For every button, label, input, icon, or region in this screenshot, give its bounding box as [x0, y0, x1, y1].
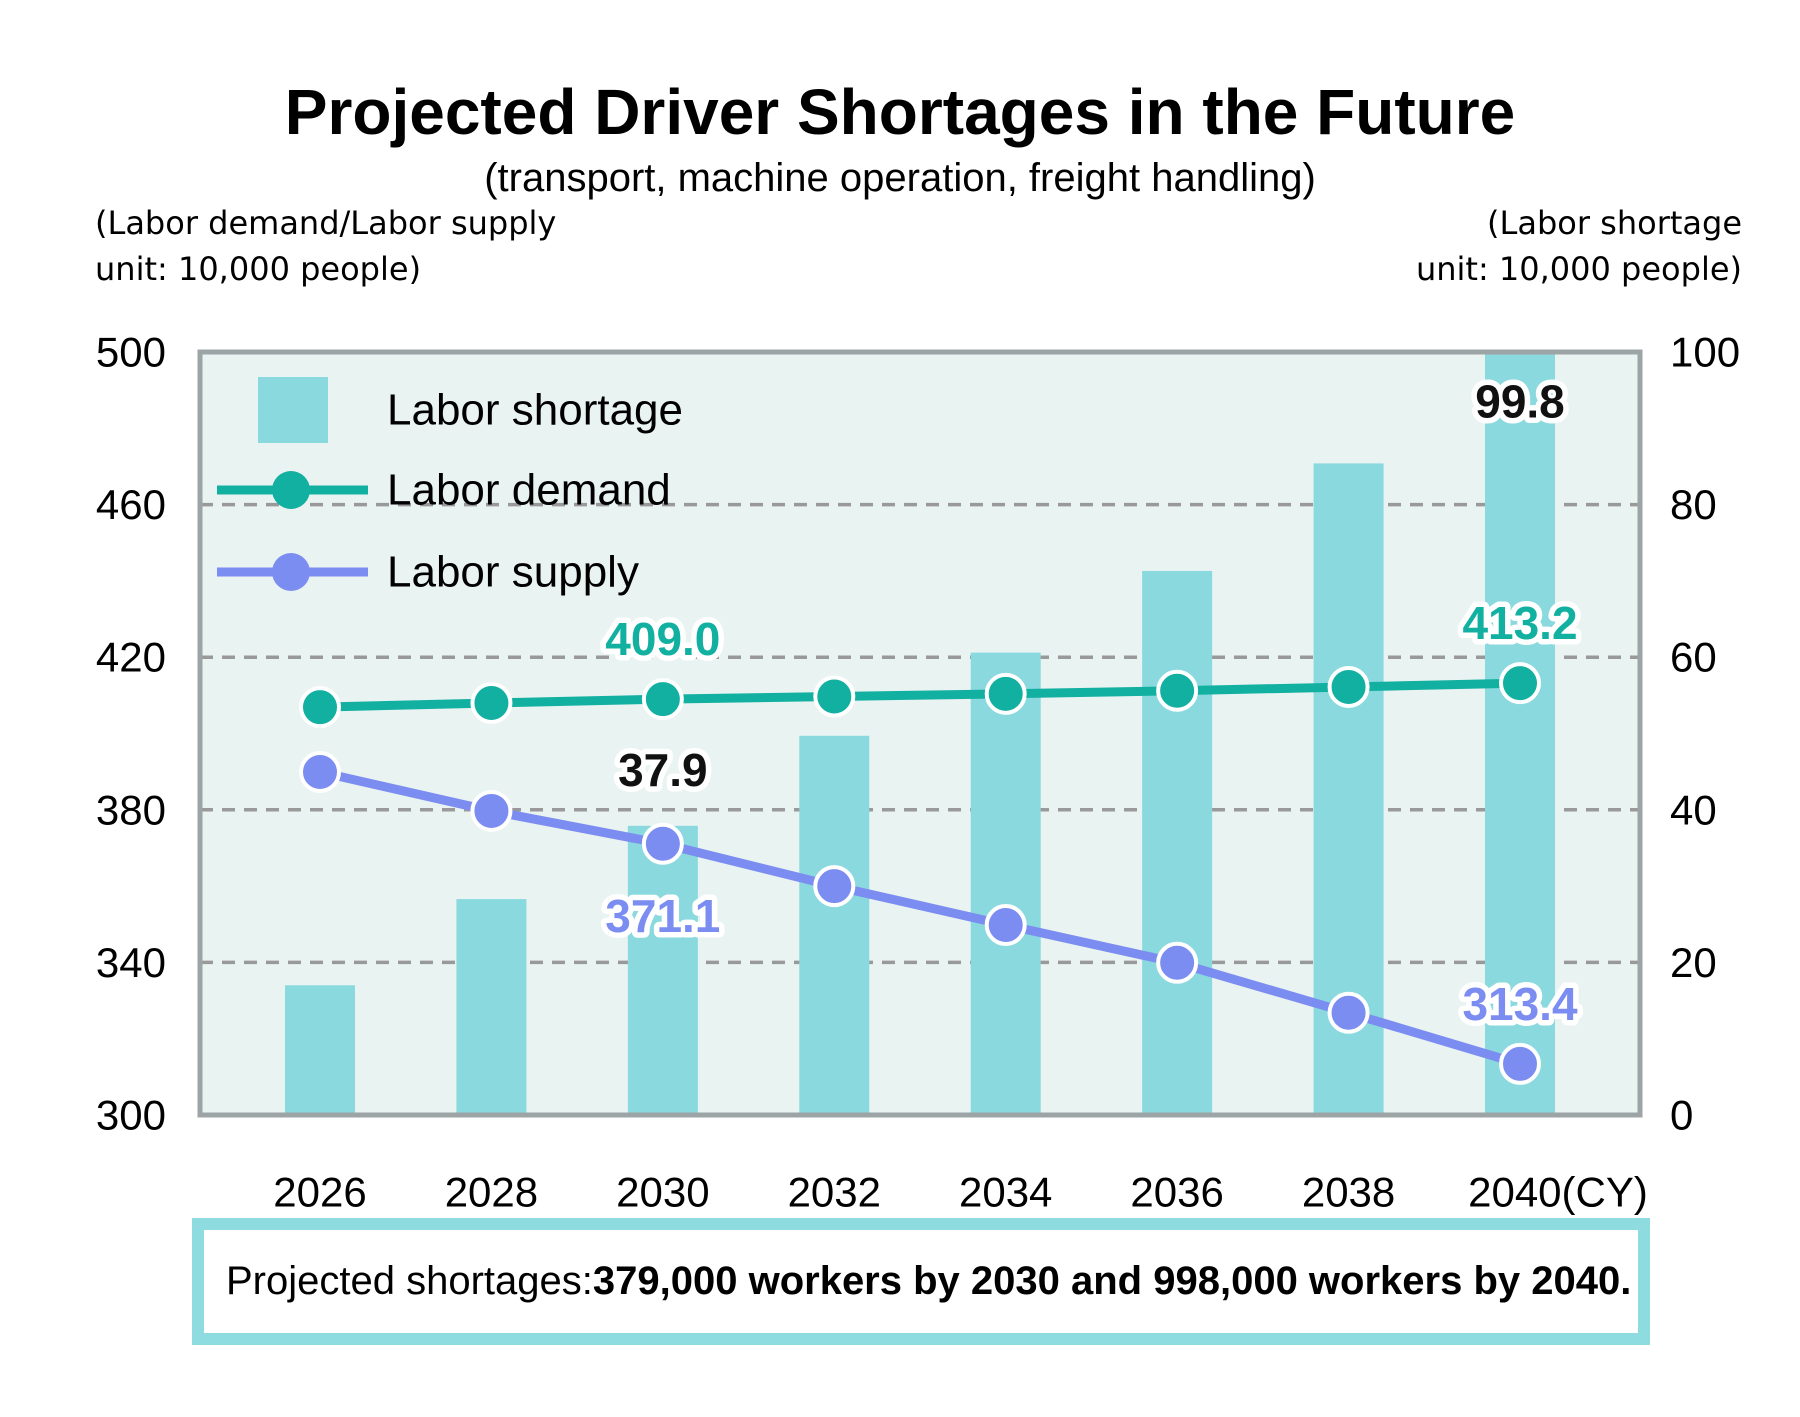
legend-swatch-labor-shortage [258, 377, 328, 443]
left-axis-tick-label: 380 [96, 786, 166, 833]
right-axis-tick-label: 0 [1670, 1092, 1693, 1139]
legend-marker-labor-supply [272, 553, 310, 591]
left-axis-tick-label: 460 [96, 481, 166, 528]
right-axis-tick-label: 60 [1670, 634, 1717, 681]
marker-labor-demand-2032 [813, 675, 856, 718]
right-axis-unit-note-line1: (Labor shortage [1487, 204, 1742, 242]
x-axis-label-2028: 2028 [445, 1169, 538, 1216]
bar-2032 [799, 735, 870, 1115]
summary-note-bold: 379,000 workers by 2030 and 998,000 work… [592, 1259, 1632, 1303]
summary-note-box: Projected shortages: 379,000 workers by … [192, 1218, 1650, 1345]
annotation-409.0: 409.0 [605, 613, 720, 665]
left-axis-tick-label: 420 [96, 634, 166, 681]
annotation-371.1: 371.1 [605, 890, 720, 942]
right-axis-unit-note: (Labor shortage unit: 10,000 people) [1416, 200, 1742, 293]
marker-labor-supply-2032 [813, 865, 856, 908]
marker-labor-demand-2030 [641, 678, 684, 721]
legend-label-labor-demand: Labor demand [387, 466, 671, 515]
left-axis-unit-note-line2: unit: 10,000 people) [95, 250, 422, 289]
marker-labor-supply-2040 [1499, 1042, 1541, 1085]
x-axis-label-2032: 2032 [788, 1169, 881, 1216]
legend-label-labor-shortage: Labor shortage [387, 386, 683, 435]
marker-labor-supply-2026 [299, 751, 341, 794]
right-axis-unit-note-line2: unit: 10,000 people) [1415, 250, 1742, 289]
marker-labor-supply-2034 [984, 904, 1027, 947]
right-axis-tick-label: 40 [1670, 786, 1717, 833]
bar-2026 [285, 985, 355, 1115]
left-axis-tick-label: 500 [96, 329, 166, 376]
plot-background [200, 352, 1640, 1115]
left-axis-unit-note-line1: (Labor demand/Labor supply [95, 204, 557, 242]
right-axis-tick-label: 80 [1670, 481, 1717, 528]
right-axis-tick-label: 20 [1670, 939, 1717, 986]
left-axis-tick-label: 340 [96, 939, 166, 986]
bar-2028 [456, 899, 527, 1115]
marker-labor-supply-2028 [470, 789, 513, 832]
marker-labor-demand-2038 [1327, 665, 1370, 708]
left-axis-unit-note: (Labor demand/Labor supply unit: 10,000 … [95, 200, 556, 293]
x-axis-label-2026: 2026 [273, 1169, 366, 1216]
x-axis-label-2030: 2030 [616, 1169, 709, 1216]
summary-note-prefix: Projected shortages: [226, 1259, 593, 1303]
line-labor-demand [319, 678, 1521, 712]
annotation-99.8: 99.8 [1475, 376, 1565, 428]
x-axis-label-2036: 2036 [1130, 1169, 1223, 1216]
marker-labor-demand-2026 [299, 686, 341, 729]
x-axis-label-2040: 2040(CY) [1468, 1169, 1648, 1216]
right-axis-tick-label: 100 [1670, 329, 1740, 376]
marker-labor-demand-2036 [1156, 669, 1199, 712]
marker-labor-supply-2038 [1327, 991, 1370, 1034]
legend-label-labor-supply: Labor supply [387, 548, 639, 597]
plot-border [197, 349, 1643, 1118]
left-axis-tick-label: 300 [96, 1092, 166, 1139]
annotation-313.4: 313.4 [1462, 978, 1578, 1030]
bar-2036 [1142, 570, 1213, 1115]
x-axis-label-2038: 2038 [1302, 1169, 1395, 1216]
annotation-413.2: 413.2 [1462, 597, 1577, 649]
marker-labor-supply-2036 [1156, 941, 1199, 984]
line-labor-supply [319, 767, 1522, 1069]
chart-subtitle: (transport, machine operation, freight h… [484, 156, 1316, 200]
x-axis-label-2034: 2034 [959, 1169, 1052, 1216]
marker-labor-demand-2034 [984, 672, 1027, 715]
annotation-37.9: 37.9 [618, 744, 708, 796]
bar-2034 [970, 652, 1041, 1115]
bar-2040 [1485, 353, 1555, 1115]
legend-marker-labor-demand [272, 471, 310, 509]
chart-title: Projected Driver Shortages in the Future [284, 76, 1516, 148]
marker-labor-supply-2030 [641, 822, 684, 865]
bar-2030 [627, 825, 698, 1115]
marker-labor-demand-2028 [470, 681, 513, 724]
marker-labor-demand-2040 [1499, 662, 1541, 705]
